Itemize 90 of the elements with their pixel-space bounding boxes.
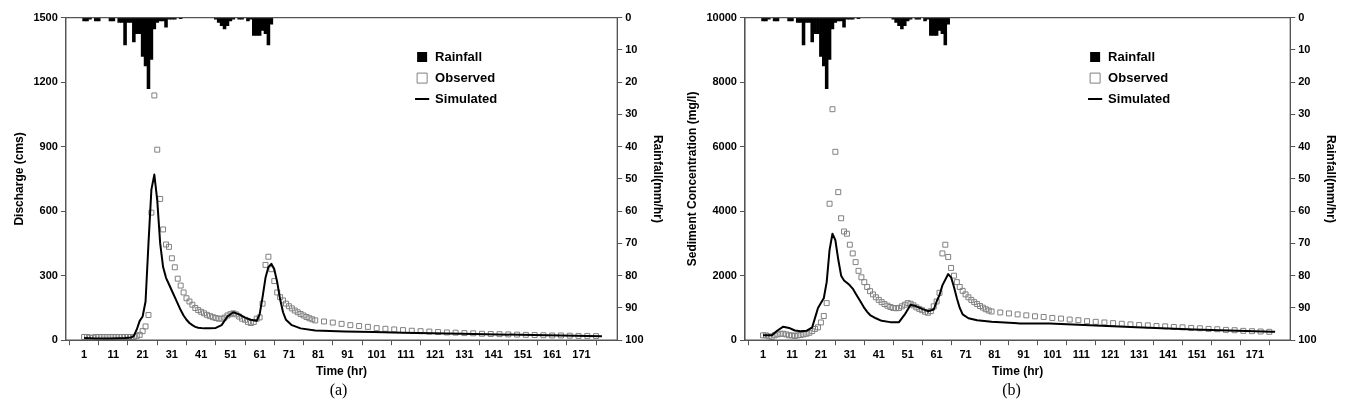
x-tick-label: 31 — [165, 347, 178, 360]
y2-tick-label: 20 — [1298, 75, 1311, 88]
x-tick-label: 61 — [253, 347, 266, 360]
legend-label: Observed — [435, 69, 496, 85]
x-tick-label: 101 — [367, 347, 386, 360]
x-tick-label: 71 — [282, 347, 296, 360]
x-tick-label: 81 — [988, 347, 1001, 360]
legend-label: Rainfall — [1108, 48, 1156, 64]
x-tick-label: 91 — [341, 347, 354, 360]
y2-tick-label: 60 — [1298, 204, 1311, 217]
x-tick-label: 141 — [484, 347, 503, 360]
y2-axis-title: Rainfall(mm/hr) — [651, 134, 666, 223]
x-tick-label: 51 — [224, 347, 237, 360]
bar — [842, 17, 846, 28]
bar — [123, 17, 127, 46]
x-tick-label: 141 — [1158, 347, 1178, 360]
y-axis-title: Discharge (cms) — [11, 132, 26, 226]
y2-tick-label: 50 — [625, 171, 638, 184]
y-tick-label: 10000 — [706, 10, 737, 23]
x-tick-label: 151 — [1187, 347, 1207, 360]
x-tick-label: 51 — [901, 347, 914, 360]
x-tick-label: 21 — [136, 347, 149, 360]
y-tick-label: 0 — [51, 333, 58, 346]
y-tick-label: 6000 — [712, 139, 737, 152]
legend-label: Observed — [1108, 69, 1169, 85]
bar — [164, 17, 168, 28]
x-axis-title: Time (hr) — [992, 363, 1044, 378]
x-tick-label: 61 — [930, 347, 943, 360]
x-tick-label: 11 — [107, 347, 120, 360]
x-tick-label: 101 — [1043, 347, 1062, 360]
x-tick-label: 171 — [1245, 347, 1265, 360]
y-tick-label: 1500 — [33, 10, 58, 23]
y2-tick-label: 60 — [625, 204, 638, 217]
x-tick-label: 161 — [1216, 347, 1236, 360]
y2-tick-label: 0 — [1298, 10, 1305, 23]
x-tick-label: 131 — [455, 347, 474, 360]
bar — [810, 17, 814, 43]
y2-tick-label: 90 — [1298, 300, 1311, 313]
x-tick-label: 1 — [81, 347, 88, 360]
y-tick-label: 600 — [39, 204, 58, 217]
y2-tick-label: 100 — [625, 333, 644, 346]
y-tick-label: 1200 — [33, 75, 58, 88]
x-tick-label: 1 — [759, 347, 767, 360]
y2-tick-label: 70 — [625, 236, 638, 249]
legend-label: Simulated — [1108, 90, 1171, 106]
x-tick-label: 21 — [814, 347, 828, 360]
y2-tick-label: 10 — [1298, 42, 1311, 55]
text: (a) — [329, 380, 348, 399]
x-tick-label: 111 — [1072, 347, 1090, 360]
y-tick-label: 8000 — [712, 75, 737, 88]
y-tick-label: 4000 — [712, 204, 737, 217]
x-tick-label: 71 — [959, 347, 972, 360]
x-tick-label: 91 — [1017, 347, 1030, 360]
x-tick-label: 121 — [1101, 347, 1120, 360]
y2-tick-label: 100 — [1298, 333, 1317, 346]
x-tick-label: 41 — [872, 347, 885, 360]
y2-tick-label: 30 — [1298, 107, 1311, 120]
bar — [132, 17, 136, 43]
y2-axis-title: Rainfall(mm/hr) — [1324, 134, 1339, 223]
y2-tick-label: 70 — [1298, 236, 1311, 249]
x-tick-label: 171 — [572, 347, 591, 360]
x-tick-label: 151 — [513, 347, 533, 360]
legend-label: Simulated — [435, 90, 498, 106]
y2-tick-label: 0 — [625, 10, 632, 23]
y-axis-title: Sediment Concentration (mg/l) — [684, 91, 699, 267]
x-tick-label: 111 — [397, 347, 415, 360]
x-tick-label: 41 — [195, 347, 208, 360]
y-tick-label: 300 — [39, 268, 58, 281]
y2-tick-label: 90 — [625, 300, 638, 313]
y2-tick-label: 10 — [625, 42, 638, 55]
x-tick-label: 161 — [543, 347, 562, 360]
y2-tick-label: 80 — [625, 268, 638, 281]
y2-tick-label: 20 — [625, 75, 638, 88]
text: (b) — [1002, 380, 1021, 399]
bar — [903, 17, 907, 26]
x-tick-label: 81 — [312, 347, 325, 360]
y-tick-label: 0 — [730, 333, 737, 346]
y2-tick-label: 80 — [1298, 268, 1311, 281]
y2-tick-label: 40 — [1298, 139, 1311, 152]
x-tick-label: 31 — [843, 347, 856, 360]
legend-label: Rainfall — [435, 48, 483, 64]
x-tick-label: 131 — [1129, 347, 1149, 360]
x-tick-label: 121 — [426, 347, 445, 360]
y-tick-label: 900 — [39, 139, 58, 152]
y2-tick-label: 50 — [1298, 171, 1311, 184]
x-tick-label: 11 — [786, 347, 798, 360]
y2-tick-label: 40 — [625, 139, 638, 152]
x-axis-title: Time (hr) — [316, 363, 368, 378]
y2-tick-label: 30 — [625, 107, 638, 120]
y-tick-label: 2000 — [712, 268, 737, 281]
